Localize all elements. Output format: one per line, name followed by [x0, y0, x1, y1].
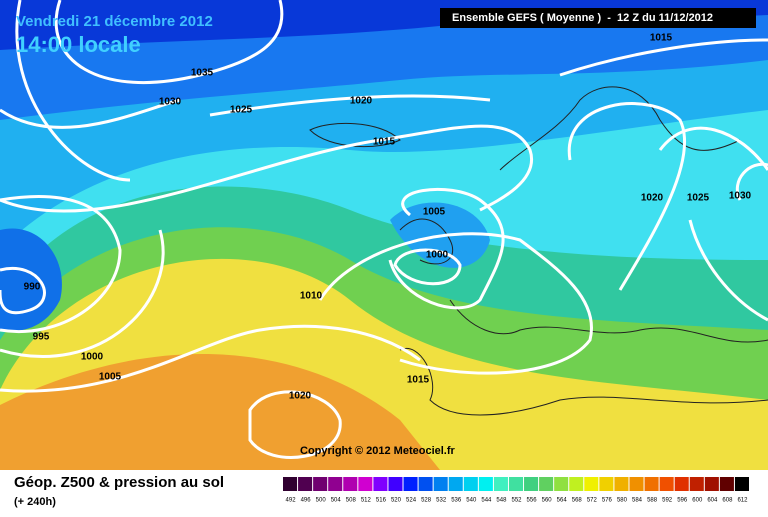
scale-swatch	[448, 477, 463, 491]
scale-swatch	[463, 477, 478, 491]
scale-label: 516	[376, 498, 387, 504]
scale-swatch	[283, 477, 298, 491]
isobar-label: 990	[24, 282, 41, 293]
scale-swatch	[704, 477, 719, 491]
scale-swatch	[524, 477, 539, 491]
copyright: Copyright © 2012 Meteociel.fr	[300, 445, 456, 457]
isobar-label: 1005	[423, 207, 446, 218]
scale-swatch	[584, 477, 599, 491]
scale-label: 548	[496, 498, 507, 504]
scale-swatch	[328, 477, 343, 491]
scale-swatch	[433, 477, 448, 491]
scale-swatch	[689, 477, 704, 491]
isobars	[0, 0, 768, 459]
scale-label: 572	[587, 498, 598, 504]
scale-label: 588	[647, 498, 658, 504]
time: 14:00 locale	[16, 32, 141, 57]
scale-swatch	[343, 477, 358, 491]
scale-label: 556	[527, 498, 538, 504]
scale-swatch	[373, 477, 388, 491]
scale-label: 596	[677, 498, 688, 504]
isobar-label: 1015	[407, 375, 430, 386]
scale-swatch	[734, 477, 749, 491]
scale-swatch	[388, 477, 403, 491]
scale-label: 508	[346, 498, 357, 504]
scale-label: 544	[481, 498, 492, 504]
scale-label: 608	[722, 498, 733, 504]
footer-title: Géop. Z500 & pression au sol	[14, 474, 224, 491]
scale-label: 560	[542, 498, 553, 504]
low-blob	[0, 228, 62, 332]
scale-label: 540	[466, 498, 477, 504]
scale-label: 552	[511, 498, 522, 504]
scale-label: 492	[286, 498, 297, 504]
scale-swatch	[719, 477, 734, 491]
scale-swatch	[418, 477, 433, 491]
scale-label: 528	[421, 498, 432, 504]
scale-label: 580	[617, 498, 628, 504]
date: Vendredi 21 décembre 2012	[16, 13, 213, 30]
scale-label: 496	[301, 498, 312, 504]
scale-swatch	[403, 477, 418, 491]
isobar-label: 1030	[159, 97, 182, 108]
scale-label: 576	[602, 498, 613, 504]
scale-label: 592	[662, 498, 673, 504]
scale-swatch	[569, 477, 584, 491]
scale-swatch	[313, 477, 328, 491]
scale-swatch	[659, 477, 674, 491]
scale-swatch	[298, 477, 313, 491]
scale-label: 604	[707, 498, 718, 504]
isobar-label: 1035	[191, 68, 214, 79]
footer-lead: (+ 240h)	[14, 496, 56, 508]
scale-swatch	[629, 477, 644, 491]
isobar-label: 1000	[426, 250, 449, 261]
isobar-label: 1005	[99, 372, 122, 383]
scale-swatch	[614, 477, 629, 491]
isobar-label: 1030	[729, 191, 752, 202]
scale-swatch	[674, 477, 689, 491]
scale-swatch	[508, 477, 524, 491]
scale-swatch	[539, 477, 554, 491]
scale-label: 568	[572, 498, 583, 504]
scale-label: 520	[391, 498, 402, 504]
isobar-label: 1020	[350, 96, 373, 107]
scale-label: 584	[632, 498, 643, 504]
scale-label: 612	[737, 498, 748, 504]
scale-swatch	[644, 477, 659, 491]
isobar-label: 1000	[81, 352, 104, 363]
scale-swatch	[554, 477, 569, 491]
scale-label: 524	[406, 498, 417, 504]
model-box	[440, 8, 756, 28]
isobar-label: 995	[33, 332, 50, 343]
isobar-label: 1020	[289, 391, 312, 402]
isobar-label: 1020	[641, 193, 664, 204]
isobar-label: 1025	[230, 105, 253, 116]
isobar-label: 1015	[650, 33, 673, 44]
scale-label: 500	[316, 498, 327, 504]
scale-label: 532	[436, 498, 447, 504]
scale-label: 564	[557, 498, 568, 504]
scale-swatch	[599, 477, 614, 491]
scale-swatch	[478, 477, 493, 491]
scale-label: 536	[451, 498, 462, 504]
isobar-label: 1010	[300, 291, 323, 302]
scale-label: 512	[361, 498, 372, 504]
isobar-label: 1025	[687, 193, 710, 204]
scale-swatch	[358, 477, 373, 491]
scale-swatch	[493, 477, 508, 491]
scale-label: 504	[331, 498, 342, 504]
scale-label: 600	[692, 498, 703, 504]
isobar-label: 1015	[373, 137, 396, 148]
model: Ensemble GEFS ( Moyenne ) - 12 Z du 11/1…	[452, 12, 713, 24]
